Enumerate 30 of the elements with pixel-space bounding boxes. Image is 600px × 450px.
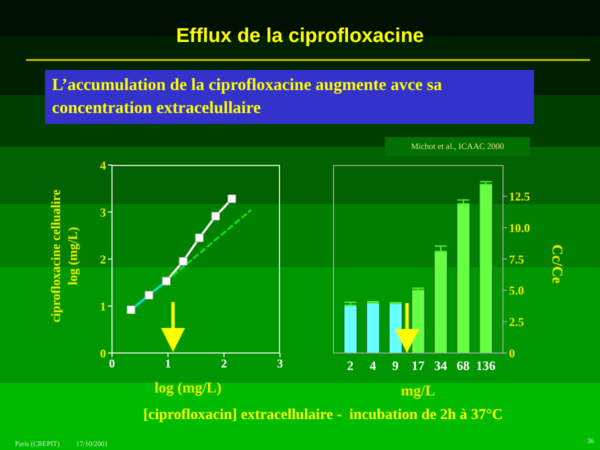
- x-tick-label: 9: [392, 358, 400, 374]
- x-tick-label: 4: [370, 358, 377, 374]
- x-tick-label: 17: [412, 358, 425, 374]
- x-tick-label: 1: [165, 356, 171, 371]
- y-tick-label: 4: [100, 158, 106, 172]
- y-tick-label: 3: [100, 205, 106, 220]
- y-tick-label: 7.5: [509, 252, 524, 266]
- y-tick-label: 2: [100, 252, 106, 266]
- text: L’accumulation de la ciprofloxacine augmente avce sa concentration extracelullaire: [52, 75, 442, 117]
- x-tick-label: 34: [434, 358, 448, 374]
- y-tick-label: 2.5: [509, 314, 524, 329]
- y-axis-title: Cc/Ce: [548, 244, 564, 284]
- x-tick-label: 2: [347, 358, 354, 374]
- y-tick-label: 1: [100, 299, 106, 314]
- x-tick-label: 2: [221, 356, 227, 371]
- y-axis-title: ciprofloxacine cellualire log (mg/L): [48, 190, 80, 322]
- y-tick-label: 0: [100, 346, 106, 360]
- x-tick-label: 0: [109, 356, 115, 371]
- y-tick-label: 10.0: [509, 220, 530, 235]
- y-tick-label: 12.5: [509, 190, 530, 204]
- x-tick-label: 68: [456, 358, 470, 374]
- y-tick-label: 0: [509, 346, 515, 360]
- text: Efflux de la ciprofloxacine: [176, 25, 424, 47]
- y-tick-label: 5.0: [509, 284, 524, 298]
- x-axis-title: log (mg/L): [154, 380, 222, 396]
- x-tick-label: 3: [277, 356, 283, 371]
- text: [ciprofloxacin] extracellulaire - incubation de 2h à 37°C: [143, 407, 503, 423]
- x-tick-label: 136: [476, 358, 496, 374]
- text: Michot et al., ICAAC 2000: [410, 141, 504, 151]
- x-axis-title: mg/L: [400, 384, 436, 400]
